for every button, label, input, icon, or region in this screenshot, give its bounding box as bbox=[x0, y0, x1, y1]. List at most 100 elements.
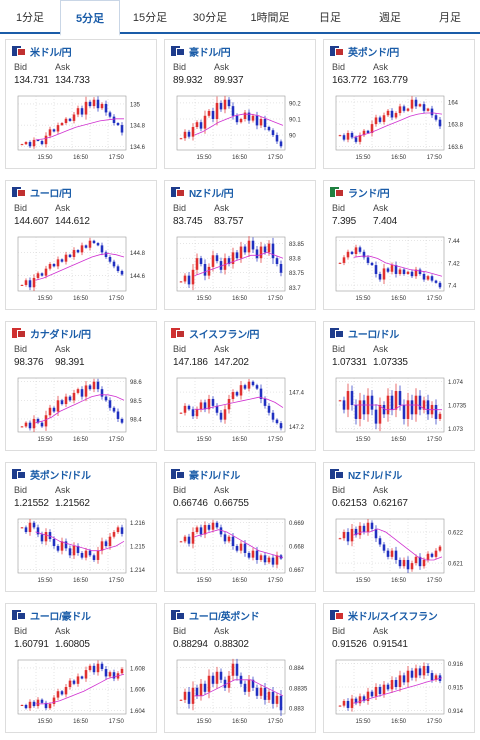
candle-body bbox=[418, 269, 422, 274]
tab-daily[interactable]: 日足 bbox=[319, 12, 341, 24]
price-chart[interactable]: 83.85 83.8 83.75 83.7 15:50 16:50 17:50 bbox=[169, 233, 313, 307]
currency-card[interactable]: NZドル/ドル Bid Ask 0.62153 0.62167 0.622 0.621 15:… bbox=[323, 462, 475, 592]
candle-body bbox=[76, 108, 80, 115]
candle-body bbox=[108, 672, 112, 677]
pair-link[interactable]: ユーロ/ドル bbox=[348, 329, 399, 341]
candle-body bbox=[231, 252, 235, 264]
pair-link[interactable]: 英ポンド/円 bbox=[348, 47, 399, 59]
price-chart[interactable]: 135 134.8 134.6 15:50 16:50 17:50 bbox=[10, 92, 154, 166]
y-tick-label: 1.0735 bbox=[448, 404, 467, 410]
tab-5min[interactable]: 5分足 bbox=[60, 0, 120, 36]
price-chart[interactable]: 90.2 90.1 90 15:50 16:50 17:50 bbox=[169, 92, 313, 166]
pair-link[interactable]: 豪ドル/ドル bbox=[189, 470, 240, 482]
y-tick-label: 83.8 bbox=[289, 257, 301, 263]
candle-body bbox=[199, 683, 203, 696]
pair-link[interactable]: NZドル/円 bbox=[189, 188, 234, 200]
price-chart[interactable]: 0.669 0.668 0.667 15:50 16:50 17:50 bbox=[169, 515, 313, 589]
candle-body bbox=[414, 556, 418, 564]
candle-body bbox=[259, 687, 263, 696]
candle-body bbox=[374, 117, 378, 125]
tab-monthly[interactable]: 月足 bbox=[439, 12, 461, 24]
y-tick-label: 1.604 bbox=[130, 709, 146, 715]
tab-1min[interactable]: 1分足 bbox=[15, 12, 45, 24]
pair-link[interactable]: 豪ドル/円 bbox=[189, 47, 231, 59]
candle-body bbox=[211, 675, 215, 684]
price-chart[interactable]: 98.6 98.5 98.4 15:50 16:50 17:50 bbox=[10, 374, 154, 448]
candle-body bbox=[414, 668, 418, 678]
tab-15min[interactable]: 15分足 bbox=[132, 12, 168, 24]
price-chart[interactable]: 1.608 1.606 1.604 15:50 16:50 17:50 bbox=[10, 656, 154, 730]
currency-card[interactable]: NZドル/円 Bid Ask 83.745 83.757 83.85 83.8 83.75 83… bbox=[164, 180, 316, 310]
candle-body bbox=[76, 546, 80, 553]
bid-label: Bid bbox=[173, 344, 187, 354]
candle-body bbox=[40, 699, 44, 703]
currency-card[interactable]: 英ポンド/ドル Bid Ask 1.21552 1.21562 1.216 1.215 1.2… bbox=[5, 462, 157, 592]
price-chart[interactable]: 1.074 1.0735 1.073 15:50 16:50 17:50 bbox=[328, 374, 472, 448]
candle-body bbox=[378, 405, 382, 424]
tab-1hour[interactable]: 1時間足 bbox=[250, 12, 290, 24]
pair-link[interactable]: スイスフラン/円 bbox=[189, 329, 260, 341]
x-tick-label: 17:50 bbox=[427, 719, 443, 725]
candle-body bbox=[394, 265, 398, 274]
currency-card[interactable]: カナダドル/円 Bid Ask 98.376 98.391 98.6 98.5 98.4 15:… bbox=[5, 321, 157, 451]
currency-card[interactable]: スイスフラン/円 Bid Ask 147.186 147.202 147.4 147.2 15… bbox=[164, 321, 316, 451]
candle-body bbox=[263, 687, 267, 700]
au-us-flag-icon bbox=[171, 469, 185, 479]
candle-body bbox=[96, 381, 100, 390]
price-chart[interactable]: 164 163.8 163.6 15:50 16:50 17:50 bbox=[328, 92, 472, 166]
candle-body bbox=[394, 113, 398, 118]
x-tick-label: 17:50 bbox=[268, 437, 284, 443]
currency-card[interactable]: ユーロ/豪ドル Bid Ask 1.60791 1.60805 1.608 1.606 1.6… bbox=[5, 603, 157, 733]
tab-weekly[interactable]: 週足 bbox=[379, 12, 401, 24]
currency-card[interactable]: ランド/円 Bid Ask 7.395 7.404 7.44 7.42 7.4 15:50 16:… bbox=[323, 180, 475, 310]
tab-30min[interactable]: 30分足 bbox=[192, 12, 228, 24]
pair-link[interactable]: NZドル/ドル bbox=[348, 470, 403, 482]
currency-card[interactable]: ユーロ/英ポンド Bid Ask 0.88294 0.88302 0.884 0.8835 0… bbox=[164, 603, 316, 733]
candle-body bbox=[68, 118, 72, 121]
ask-value: 0.88302 bbox=[214, 639, 249, 650]
currency-card[interactable]: ユーロ/円 Bid Ask 144.607 144.612 144.8 144.6 15:50… bbox=[5, 180, 157, 310]
price-chart[interactable]: 7.44 7.42 7.4 15:50 16:50 17:50 bbox=[328, 233, 472, 307]
currency-card[interactable]: 米ドル/スイスフラン Bid Ask 0.91526 0.91541 0.916 0.915… bbox=[323, 603, 475, 733]
pair-link[interactable]: ランド/円 bbox=[348, 188, 390, 200]
pair-link[interactable]: 米ドル/スイスフラン bbox=[348, 611, 438, 623]
price-chart[interactable]: 0.884 0.8835 0.883 15:50 16:50 17:50 bbox=[169, 656, 313, 730]
x-tick-label: 16:50 bbox=[73, 296, 89, 302]
card-header: 豪ドル/円 bbox=[171, 44, 231, 59]
price-chart[interactable]: 0.622 0.621 15:50 16:50 17:50 bbox=[328, 515, 472, 589]
currency-card[interactable]: ユーロ/ドル Bid Ask 1.07331 1.07335 1.074 1.0735 1.0… bbox=[323, 321, 475, 451]
pair-link[interactable]: ユーロ/豪ドル bbox=[30, 611, 91, 623]
pair-link[interactable]: ユーロ/円 bbox=[30, 188, 72, 200]
pair-link[interactable]: カナダドル/円 bbox=[30, 329, 91, 341]
currency-card[interactable]: 豪ドル/ドル Bid Ask 0.66746 0.66755 0.669 0.668 0.66… bbox=[164, 462, 316, 592]
candle-body bbox=[350, 528, 354, 542]
candle-body bbox=[120, 668, 124, 674]
pair-link[interactable]: 米ドル/円 bbox=[30, 47, 72, 59]
candle-body bbox=[358, 400, 362, 419]
candle-body bbox=[48, 129, 52, 136]
moving-average-line bbox=[353, 528, 443, 561]
candle-body bbox=[263, 246, 267, 253]
candle-body bbox=[406, 271, 410, 274]
currency-card[interactable]: 英ポンド/円 Bid Ask 163.772 163.779 164 163.8 163.6 1… bbox=[323, 39, 475, 169]
pair-link[interactable]: 英ポンド/ドル bbox=[30, 470, 91, 482]
x-tick-label: 15:50 bbox=[37, 437, 53, 443]
currency-card[interactable]: 米ドル/円 Bid Ask 134.731 134.733 135 134.8 134.6 15… bbox=[5, 39, 157, 169]
candle-body bbox=[68, 680, 72, 687]
price-chart[interactable]: 144.8 144.6 15:50 16:50 17:50 bbox=[10, 233, 154, 307]
price-chart[interactable]: 1.216 1.215 1.214 15:50 16:50 17:50 bbox=[10, 515, 154, 589]
card-header: ユーロ/英ポンド bbox=[171, 608, 260, 623]
price-chart[interactable]: 0.916 0.915 0.914 15:50 16:50 17:50 bbox=[328, 656, 472, 730]
currency-card[interactable]: 豪ドル/円 Bid Ask 89.932 89.937 90.2 90.1 90 15:50 16… bbox=[164, 39, 316, 169]
y-tick-label: 135 bbox=[130, 102, 141, 108]
price-chart[interactable]: 147.4 147.2 15:50 16:50 17:50 bbox=[169, 374, 313, 448]
pair-link[interactable]: ユーロ/英ポンド bbox=[189, 611, 260, 623]
candle-body bbox=[430, 108, 434, 116]
candle-body bbox=[386, 268, 390, 272]
bid-label: Bid bbox=[14, 62, 28, 72]
candle-body bbox=[72, 250, 76, 258]
x-tick-label: 17:50 bbox=[427, 296, 443, 302]
x-tick-label: 15:50 bbox=[196, 719, 212, 725]
x-tick-label: 15:50 bbox=[196, 578, 212, 584]
card-header: NZドル/円 bbox=[171, 185, 234, 200]
